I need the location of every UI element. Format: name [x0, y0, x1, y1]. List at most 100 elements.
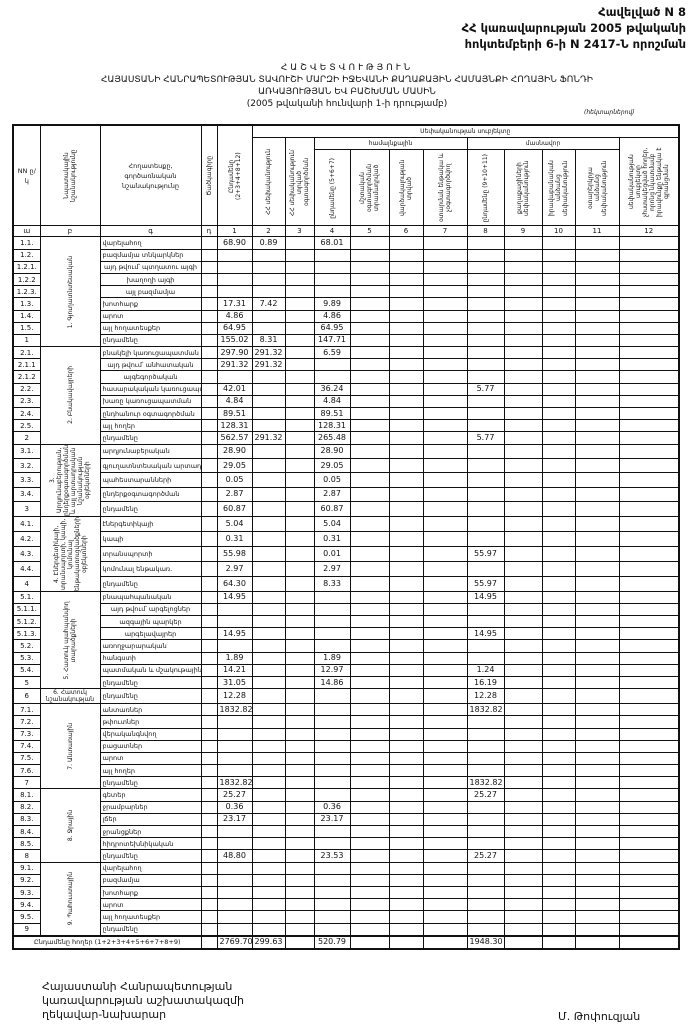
- value-cell: [618, 837, 680, 851]
- table-row: 1.3. խոտհարք 17.31 7.42 9.89: [12, 297, 680, 311]
- value-cell: 25.27: [216, 788, 253, 802]
- value-cell: [541, 382, 576, 396]
- row-label: ընդամենը: [99, 501, 202, 517]
- value-cell: [313, 248, 351, 262]
- header-nn: NN ը/կ: [12, 124, 41, 227]
- value-cell: [541, 910, 576, 924]
- value-cell: [541, 824, 576, 839]
- value-cell: [574, 370, 620, 384]
- value-cell: 562.57: [216, 431, 253, 445]
- value-cell: [284, 321, 315, 335]
- value-cell: [503, 406, 543, 421]
- value-cell: [349, 443, 390, 459]
- total-value-cell: 2769.70: [216, 935, 253, 950]
- value-cell: [251, 751, 286, 766]
- value-cell: [618, 590, 680, 604]
- row-label: հիդրոտեխնիկական: [99, 837, 202, 851]
- title-line-4: (2005 թվականի հունվարի 1-ի դրությամբ): [246, 99, 448, 109]
- value-cell: [541, 457, 576, 474]
- row-code: 5: [12, 675, 41, 690]
- value-cell: [216, 639, 253, 653]
- value-cell: 89.51: [216, 406, 253, 421]
- value-cell: [313, 751, 351, 766]
- table-row: 2.2. հասարակական կառուցապատման 42.01 36.24 5…: [12, 382, 680, 396]
- row-label: ջրամբարներ: [99, 800, 202, 814]
- value-cell: [466, 333, 505, 348]
- row-code: 9.2.: [12, 873, 41, 887]
- value-cell: [466, 824, 505, 839]
- value-cell: [422, 898, 468, 912]
- value-cell: 1.89: [216, 651, 253, 665]
- value-cell: [503, 861, 543, 875]
- value-cell: [503, 651, 543, 665]
- value-cell: [503, 898, 543, 912]
- total-label: Ընդամենը հողեր (1+2+3+4+5+6+7+8+9): [12, 935, 202, 950]
- value-cell: [618, 575, 680, 592]
- value-cell: [284, 472, 315, 488]
- value-cell: [618, 703, 680, 717]
- value-cell: [284, 639, 315, 653]
- value-cell: [422, 663, 468, 677]
- value-cell: 291.32: [251, 346, 286, 360]
- value-cell: [388, 272, 424, 287]
- value-cell: [388, 560, 424, 577]
- row-code: 8.1.: [12, 788, 41, 802]
- value-cell: [574, 861, 620, 875]
- total-value-cell: [349, 935, 390, 950]
- row-code-cell: [200, 236, 218, 250]
- value-cell: [574, 443, 620, 459]
- row-code-cell: [200, 727, 218, 741]
- value-cell: 23.17: [216, 812, 253, 827]
- value-cell: 5.04: [313, 515, 351, 532]
- value-cell: 8.33: [313, 575, 351, 592]
- value-cell: [541, 285, 576, 299]
- value-cell: [618, 321, 680, 335]
- value-cell: [349, 764, 390, 778]
- value-cell: [349, 922, 390, 937]
- value-cell: [574, 272, 620, 287]
- header-ownership: Սեփականության սուբյեկտը: [251, 124, 680, 139]
- table-row: 5.1.3. արգելավայրեր 14.95 14.95: [12, 627, 680, 641]
- table-row: 2.3. խառը կառուցապատման 4.84 4.84: [12, 394, 680, 409]
- value-cell: [422, 590, 468, 604]
- value-cell: 48.80: [216, 849, 253, 863]
- value-cell: [251, 788, 286, 802]
- value-cell: 89.51: [313, 406, 351, 421]
- value-cell: [251, 922, 286, 937]
- row-label: ընդամենը: [99, 333, 202, 348]
- value-cell: [349, 560, 390, 577]
- value-cell: [313, 873, 351, 887]
- value-cell: [618, 501, 680, 517]
- table-row: 7.2. թփուտներ: [12, 715, 680, 729]
- row-code-cell: [200, 824, 218, 839]
- value-cell: [349, 614, 390, 629]
- value-cell: 14.95: [466, 590, 505, 604]
- value-cell: [284, 285, 315, 299]
- position-line-3: ղեկավար-նախարար: [42, 1008, 167, 1021]
- group-label: 5. Հատուկ պահպանվող տարածքների: [63, 600, 77, 679]
- value-cell: 0.05: [313, 472, 351, 488]
- row-code-cell: [200, 602, 218, 617]
- value-cell: [388, 472, 424, 488]
- row-label: կապի: [99, 530, 202, 547]
- value-cell: 68.01: [313, 236, 351, 250]
- value-cell: 55.97: [466, 545, 505, 562]
- value-cell: [618, 776, 680, 790]
- value-cell: [349, 297, 390, 311]
- value-cell: [251, 739, 286, 753]
- value-cell: [349, 651, 390, 665]
- value-cell: [422, 627, 468, 641]
- value-cell: [422, 545, 468, 562]
- value-cell: [251, 575, 286, 592]
- value-cell: [466, 260, 505, 274]
- table-row: 3.3. պահեստարանների 0.05 0.05: [12, 472, 680, 488]
- value-cell: [349, 688, 390, 705]
- table-row: 5.1.2. ազգային պարկեր: [12, 614, 680, 629]
- value-cell: [503, 370, 543, 384]
- group-label-cell: 1. Գյուղատնտեսական: [39, 236, 101, 348]
- value-cell: 1.89: [313, 651, 351, 665]
- value-cell: [503, 663, 543, 677]
- value-cell: [466, 837, 505, 851]
- row-code: 1.2.1.: [12, 260, 41, 274]
- value-cell: [251, 419, 286, 433]
